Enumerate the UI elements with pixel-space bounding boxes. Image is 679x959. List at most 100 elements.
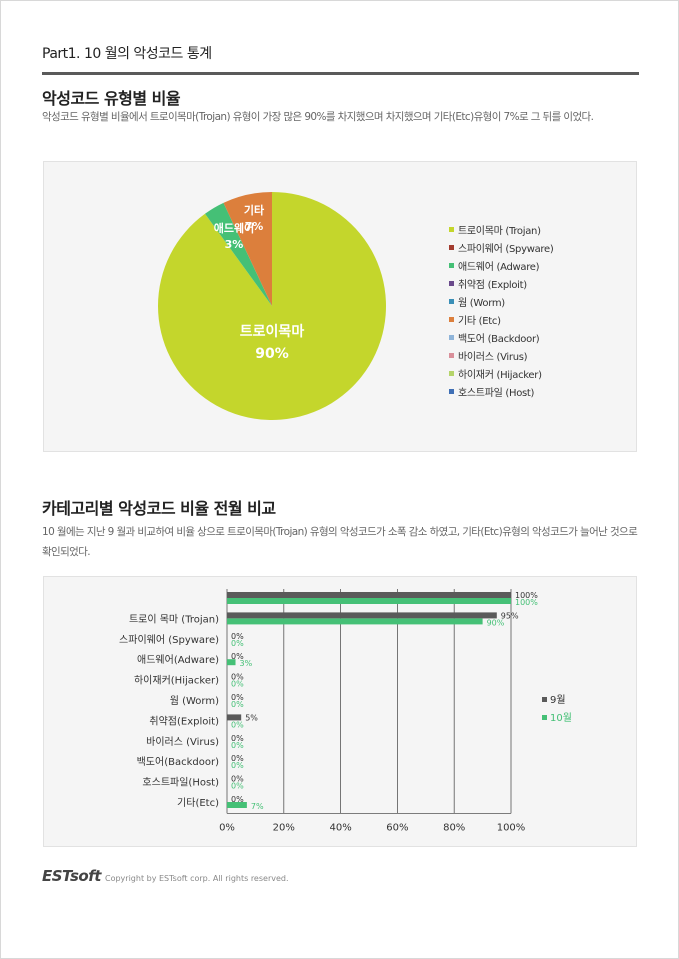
bar-chart: 0% 20% 40% 60% 80% 100%100%100%트로이 목마 (Trojan… — [119, 589, 572, 833]
pie-label-value: 3% — [225, 238, 244, 251]
pie-chart-panel: 트로이목마 90% 애드웨어 3% 기타 7% — [43, 161, 637, 452]
bar-value-label: 95% — [501, 611, 519, 620]
bar-value-label: 0% — [231, 741, 244, 750]
legend-swatch — [542, 715, 547, 720]
bar-value-label: 0% — [231, 693, 244, 702]
legend-label: 하이재커 (Hijacker) — [458, 369, 542, 381]
legend-item: 트로이목마 (Trojan) — [449, 220, 553, 238]
legend-item: 웜 (Worm) — [449, 292, 553, 310]
bar-value-label: 7% — [251, 802, 264, 811]
section1-description: 악성코드 유형별 비율에서 트로이목마(Trojan) 유형이 가장 많은 90… — [42, 111, 594, 123]
section2-description: 10 월에는 지난 9 월과 비교하여 비율 상으로 트로이목마(Trojan)… — [42, 526, 638, 558]
legend-label: 취약점 (Exploit) — [458, 279, 527, 291]
bar-oct — [227, 598, 511, 604]
legend-label: 호스트파일 (Host) — [458, 387, 535, 399]
legend-item: 백도어 (Backdoor) — [449, 328, 553, 346]
legend-label: 애드웨어 (Adware) — [458, 261, 540, 273]
legend-swatch — [449, 352, 454, 358]
bar-value-label: 0% — [231, 673, 244, 682]
bar-sep — [227, 714, 242, 721]
x-tick-label: 80% — [443, 822, 465, 833]
bar-value-label: 0% — [231, 700, 244, 709]
pie-legend: 트로이목마 (Trojan) 스파이웨어 (Spyware) 애드웨어 (Adwar… — [449, 220, 554, 400]
pie-slice — [223, 192, 272, 306]
x-tick-label: 20% — [273, 822, 295, 833]
category-label: 백도어(Backdoor) — [137, 756, 219, 768]
legend-label: 스파이웨어 (Spyware) — [458, 243, 554, 255]
bar-value-label: 0% — [231, 775, 244, 784]
legend-swatch — [449, 244, 454, 250]
bar-value-label: 0% — [231, 639, 244, 648]
bar-value-label: 0% — [231, 795, 244, 804]
bar-value-label: 0% — [231, 761, 244, 770]
category-label: 하이재커(Hijacker) — [134, 674, 219, 687]
bar-oct — [227, 659, 236, 666]
legend-label: 백도어 (Backdoor) — [458, 333, 540, 345]
x-tick-label: 100% — [497, 822, 526, 833]
legend-item: 기타 (Etc) — [449, 310, 553, 328]
legend-item: 애드웨어 (Adware) — [449, 256, 553, 274]
pie-label-value: 90% — [255, 346, 289, 362]
legend-swatch — [542, 697, 547, 702]
bar-chart-panel: 0% 20% 40% 60% 80% 100% 100% 100% 트로이 목마 (Trojan… — [43, 576, 637, 847]
section1-title: 악성코드 유형별 비율 — [42, 89, 181, 108]
bar-sep — [227, 592, 511, 598]
section2-title: 카테고리별 악성코드 비율 전월 비교 — [42, 499, 276, 518]
pie-label-name: 트로이목마 — [240, 323, 305, 340]
category-label: 호스트파일(Host) — [142, 777, 219, 789]
legend-label: 웜 (Worm) — [458, 297, 505, 309]
bar-value-label: 3% — [240, 659, 253, 668]
legend-label: 트로이목마 (Trojan) — [458, 225, 541, 237]
pie-label-name: 기타 — [244, 203, 265, 217]
category-label: 바이러스 (Virus) — [146, 736, 219, 748]
bar-value-label: 100% — [515, 591, 538, 600]
legend-swatch — [449, 226, 454, 232]
legend-swatch — [449, 388, 454, 394]
bar-value-label: 90% — [487, 618, 505, 627]
legend-swatch — [449, 370, 454, 376]
legend-swatch — [449, 298, 454, 304]
legend-item: 하이재커 (Hijacker) — [449, 364, 553, 382]
category-label: 기타(Etc) — [177, 797, 219, 809]
bar-value-label: 0% — [231, 720, 244, 729]
bar-oct — [227, 618, 483, 625]
legend-item: 호스트파일 (Host) — [449, 382, 553, 400]
legend-item: 취약점 (Exploit) — [449, 274, 553, 292]
bar-value-label: 5% — [245, 713, 258, 722]
legend-swatch — [449, 334, 454, 340]
legend-swatch — [449, 316, 454, 322]
x-tick-label: 0% — [219, 822, 235, 833]
part-title: Part1. 10 월의 악성코드 통계 — [42, 46, 212, 62]
legend-label: 기타 (Etc) — [458, 315, 501, 327]
bar-value-label: 0% — [231, 680, 244, 689]
legend-item: 바이러스 (Virus) — [449, 346, 553, 364]
pie-label-name: 애드웨어 — [214, 221, 254, 235]
bar-value-label: 0% — [231, 754, 244, 763]
category-label: 취약점(Exploit) — [149, 715, 219, 727]
pie-slice — [204, 202, 272, 306]
pie-chart: 트로이목마 90% 애드웨어 3% 기타 7% — [157, 192, 386, 420]
bar-value-label: 100% — [515, 598, 538, 607]
legend-label: 바이러스 (Virus) — [458, 351, 528, 363]
category-label: 스파이웨어 (Spyware) — [119, 634, 219, 646]
estsoft-logo: ESTsoft — [42, 867, 101, 885]
legend-label: 10월 — [550, 712, 572, 724]
category-label: 애드웨어(Adware) — [137, 654, 219, 666]
bar-value-label: 0% — [231, 652, 244, 661]
bar-oct — [227, 802, 247, 808]
bar-value-label: 0% — [231, 782, 244, 791]
legend-swatch — [449, 280, 454, 286]
category-label: 트로이 목마 (Trojan) — [129, 613, 219, 625]
legend-label: 9월 — [550, 694, 566, 706]
pie-label-value: 7% — [245, 220, 264, 233]
bar-value-label: 0% — [231, 734, 244, 743]
bar-sep — [227, 612, 497, 619]
legend-item: 스파이웨어 (Spyware) — [449, 238, 554, 256]
x-tick-label: 60% — [386, 822, 408, 833]
x-tick-label: 40% — [329, 822, 351, 833]
legend-swatch — [449, 262, 454, 268]
copyright-text: Copyright by ESTsoft corp. All rights re… — [105, 874, 289, 883]
part-divider — [42, 72, 639, 75]
category-label: 웜 (Worm) — [170, 695, 219, 707]
